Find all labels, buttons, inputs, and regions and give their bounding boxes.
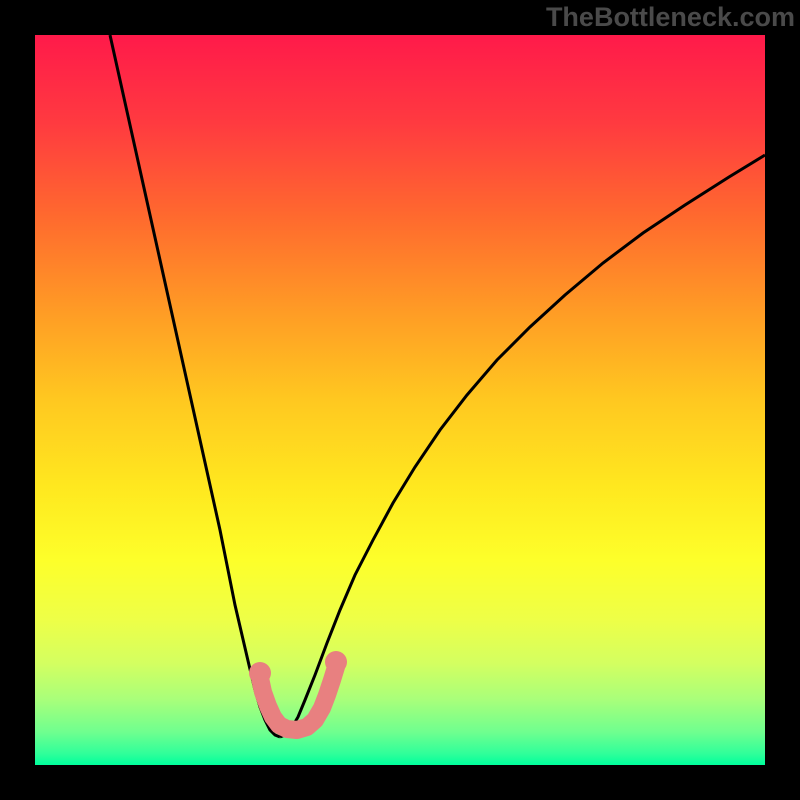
- gradient-background: [35, 35, 765, 765]
- chart-canvas: TheBottleneck.com: [0, 0, 800, 800]
- optimal-marker-endpoint: [325, 651, 347, 673]
- plot-area: [35, 35, 765, 765]
- watermark-source: TheBottleneck.com: [546, 2, 795, 33]
- optimal-marker-endpoint: [249, 662, 271, 684]
- optimal-marker-overlay: [260, 667, 336, 730]
- bottleneck-curve-left: [110, 35, 280, 737]
- bottleneck-curve-right: [280, 155, 765, 737]
- chart-svg: [35, 35, 765, 765]
